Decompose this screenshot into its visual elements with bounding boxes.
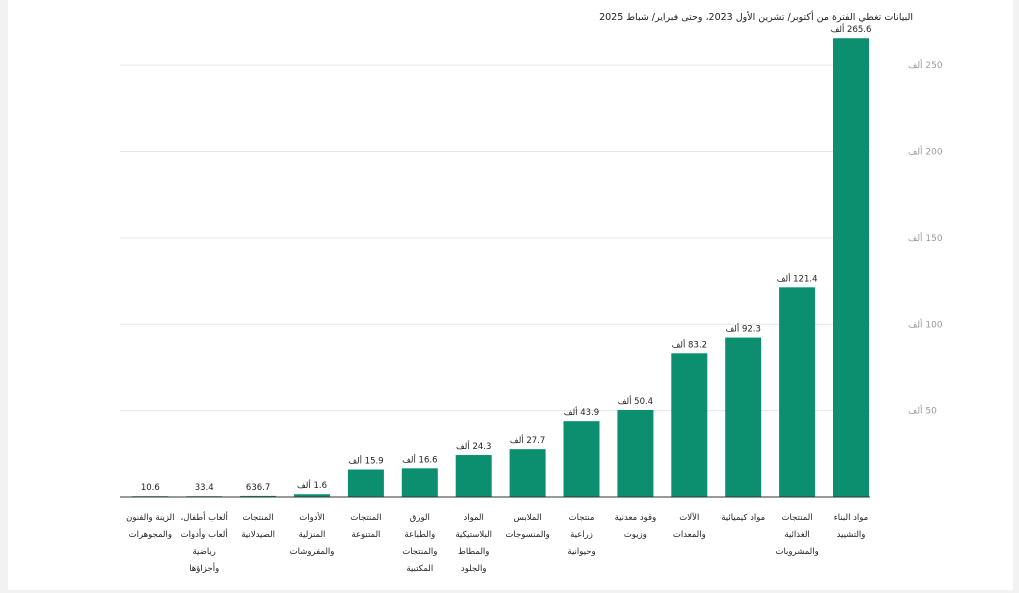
value-label: 16.6 ألف xyxy=(402,453,437,465)
category-label: وزيوت xyxy=(624,530,647,540)
category-label: الزينة والفنون xyxy=(126,513,174,523)
value-label: 27.7 ألف xyxy=(510,434,545,446)
category-label: الأدوات xyxy=(299,512,324,523)
bar xyxy=(347,469,384,497)
value-label: 636.7 xyxy=(246,483,270,493)
category-label: والتشييد xyxy=(837,530,866,540)
y-tick-label: 150 ألف xyxy=(908,232,943,244)
y-tick-label: 250 ألف xyxy=(908,59,943,71)
category-labels: مواد البناء والتشييد المنتجات الغذائية والمش… xyxy=(126,511,868,574)
value-label: 92.3 ألف xyxy=(726,323,761,335)
category-label: والمطاط xyxy=(458,547,489,557)
value-labels: 265.6 ألف 121.4 ألف 92.3 ألف 83.2 ألف 50.4 أ… xyxy=(141,23,872,493)
bar xyxy=(725,337,762,497)
bar xyxy=(617,409,654,497)
bar xyxy=(833,38,869,498)
category-label: الغذائية xyxy=(784,530,809,540)
y-tick-label: 200 ألف xyxy=(908,146,943,158)
category-label: المنتجات xyxy=(243,513,274,523)
category-label: وحيوانية xyxy=(567,547,595,557)
bar xyxy=(671,353,708,497)
category-label: الورق xyxy=(410,513,430,523)
category-label: والمعدات xyxy=(673,530,706,540)
bar-chart: 50 ألف 100 ألف 150 ألف 200 ألف 250 ألف 265.6… xyxy=(120,23,943,574)
category-label: والمنتجات xyxy=(402,547,437,557)
bar xyxy=(563,421,600,497)
category-label: زراعية xyxy=(570,530,593,540)
category-label: الملابس xyxy=(514,513,542,523)
bar xyxy=(779,287,816,497)
category-label: والمنسوجات xyxy=(505,530,549,540)
value-label: 50.4 ألف xyxy=(618,395,653,407)
category-label: والمشروبات xyxy=(775,547,818,557)
category-label: وأجزاؤها xyxy=(189,562,219,574)
category-label: الصيدلانية xyxy=(241,530,275,540)
category-label: ألعاب وأدوات xyxy=(181,528,228,540)
bar xyxy=(509,449,546,497)
category-label: ألعاب أطفال، xyxy=(181,511,228,523)
value-label: 265.6 ألف xyxy=(831,23,872,35)
value-label: 121.4 ألف xyxy=(777,272,818,284)
value-label: 33.4 xyxy=(195,483,214,493)
chart-card: البيانات تغطي الفترة من أكتوبر/ تشرين ال… xyxy=(8,0,1013,590)
category-label: والمجوهرات xyxy=(129,530,172,540)
category-label: المكتبية xyxy=(406,564,433,574)
bar xyxy=(294,494,330,497)
bar xyxy=(455,455,492,497)
category-label: المواد xyxy=(463,513,483,523)
bar xyxy=(240,495,277,497)
value-label: 1.6 ألف xyxy=(297,479,327,491)
category-label: والجلود xyxy=(461,564,487,574)
value-label: 24.3 ألف xyxy=(456,440,491,452)
y-tick-label: 50 ألف xyxy=(908,405,937,417)
category-label: والطباعة xyxy=(404,530,435,540)
bars xyxy=(132,38,869,498)
category-label: مواد البناء xyxy=(834,513,868,523)
value-label: 43.9 ألف xyxy=(564,406,599,418)
value-label: 10.6 xyxy=(141,483,160,493)
bar xyxy=(401,468,438,497)
y-axis-ticks: 50 ألف 100 ألف 150 ألف 200 ألف 250 ألف xyxy=(908,59,943,416)
y-tick-label: 100 ألف xyxy=(908,318,943,330)
category-label: البلاستيكية xyxy=(455,530,492,540)
category-label: والمفروشات xyxy=(290,547,335,557)
category-label: رياضية xyxy=(192,547,215,557)
category-label: منتجات xyxy=(569,513,595,523)
chart-note: البيانات تغطي الفترة من أكتوبر/ تشرين ال… xyxy=(599,12,913,23)
category-label: وقود معدنية xyxy=(615,513,657,523)
category-label: المتنوعة xyxy=(351,530,380,540)
category-label: المنتجات xyxy=(350,513,381,523)
category-label: مواد كيميائية xyxy=(721,513,765,523)
category-label: المنتجات xyxy=(782,513,813,523)
category-label: المنزلية xyxy=(299,530,326,540)
value-label: 83.2 ألف xyxy=(672,338,707,350)
value-label: 15.9 ألف xyxy=(348,455,383,467)
category-label: الآلات xyxy=(679,512,699,523)
